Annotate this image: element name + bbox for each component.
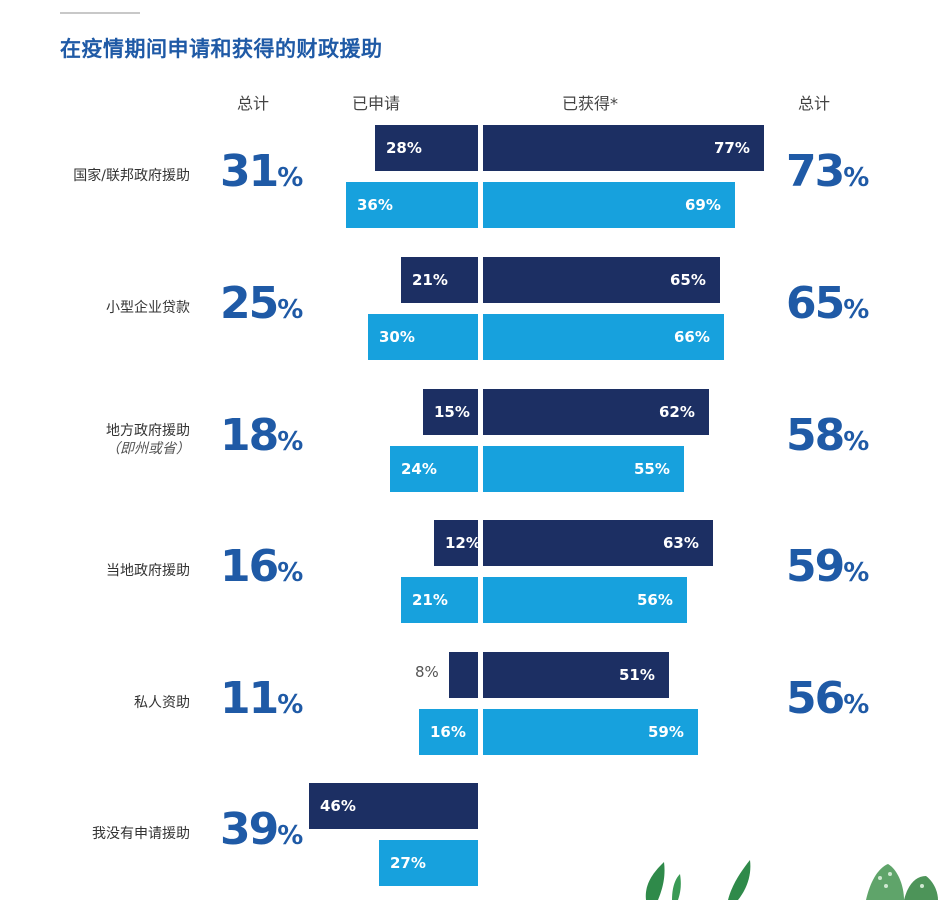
received-bar-dark [483,125,764,171]
received-bar-light [483,709,698,755]
row-label-text: 小型企业贷款 [106,300,190,316]
total-received-value: 73% [786,146,869,197]
percent-sign: % [277,821,304,851]
percent-sign: % [277,558,304,588]
applied-bar-value: 15% [434,403,470,421]
applied-bar-light [401,577,478,623]
applied-bar-dark [449,652,478,698]
received-bar-dark [483,520,713,566]
total-number: 18 [220,410,279,461]
applied-bar-dark [423,389,478,435]
row-label-text: 地方政府援助 [106,423,190,439]
total-number: 73 [786,146,845,197]
applied-bar-value: 28% [386,139,422,157]
total-applied-value: 18% [220,410,303,461]
received-bar-light [483,446,684,492]
row-sublabel-text: （即州或省） [106,441,190,457]
row-label-text: 当地政府援助 [106,563,190,579]
row-label-text: 我没有申请援助 [92,826,190,842]
received-bar-dark [483,257,720,303]
total-applied-value: 25% [220,278,303,329]
applied-bar-light [390,446,478,492]
applied-bar-value: 21% [412,591,448,609]
received-bar-value: 56% [637,591,673,609]
percent-sign: % [843,295,870,325]
applied-bar-value: 12% [445,534,481,552]
top-rule [60,12,140,14]
row-label: 小型企业贷款 [0,299,190,317]
total-number: 56 [786,673,845,724]
total-applied-value: 16% [220,541,303,592]
row-label: 国家/联邦政府援助 [0,167,190,185]
total-number: 59 [786,541,845,592]
row-label: 当地政府援助 [0,562,190,580]
percent-sign: % [843,163,870,193]
applied-bar-value: 27% [390,854,426,872]
applied-bar-light [419,709,478,755]
percent-sign: % [277,163,304,193]
received-bar-value: 77% [714,139,750,157]
applied-bar-light [368,314,478,360]
total-received-value: 56% [786,673,869,724]
received-bar-value: 69% [685,196,721,214]
applied-bar-light [346,182,478,228]
header-total-left: 总计 [237,94,270,113]
shrub-icon [866,864,938,900]
applied-bar-light [379,840,478,886]
chart-title: 在疫情期间申请和获得的财政援助 [60,37,383,61]
applied-bar-dark [401,257,478,303]
percent-sign: % [277,427,304,457]
total-number: 11 [220,673,279,724]
total-applied-value: 11% [220,673,303,724]
applied-bar-value: 8% [415,663,439,681]
received-bar-light [483,577,687,623]
row-label-text: 私人资助 [134,695,190,711]
total-number: 16 [220,541,279,592]
received-bar-dark [483,652,669,698]
applied-bar-value: 46% [320,797,356,815]
received-bar-value: 59% [648,723,684,741]
total-received-value: 58% [786,410,869,461]
percent-sign: % [843,690,870,720]
received-bar-value: 62% [659,403,695,421]
applied-bar-dark [375,125,478,171]
total-received-value: 59% [786,541,869,592]
received-bar-value: 65% [670,271,706,289]
applied-bar-value: 30% [379,328,415,346]
applied-bar-value: 24% [401,460,437,478]
received-bar-value: 66% [674,328,710,346]
percent-sign: % [277,295,304,325]
applied-bar-value: 36% [357,196,393,214]
total-number: 65 [786,278,845,329]
applied-bar-dark [309,783,478,829]
header-total-right: 总计 [798,94,831,113]
total-number: 31 [220,146,279,197]
received-bar-light [483,314,724,360]
applied-bar-value: 16% [430,723,466,741]
header-applied: 已申请 [352,94,401,113]
percent-sign: % [843,427,870,457]
percent-sign: % [277,690,304,720]
applied-bar-dark [434,520,478,566]
row-label-text: 国家/联邦政府援助 [73,168,190,184]
percent-sign: % [843,558,870,588]
total-applied-value: 31% [220,146,303,197]
plant-leaves-icon [645,860,751,900]
total-number: 58 [786,410,845,461]
row-label: 地方政府援助 （即州或省） [0,422,190,458]
received-bar-light [483,182,735,228]
received-bar-value: 63% [663,534,699,552]
row-label: 我没有申请援助 [0,825,190,843]
applied-bar-value: 21% [412,271,448,289]
total-number: 25 [220,278,279,329]
total-applied-value: 39% [220,804,303,855]
row-label: 私人资助 [0,694,190,712]
received-bar-value: 51% [619,666,655,684]
total-received-value: 65% [786,278,869,329]
header-received: 已获得* [562,94,619,113]
received-bar-dark [483,389,709,435]
total-number: 39 [220,804,279,855]
received-bar-value: 55% [634,460,670,478]
